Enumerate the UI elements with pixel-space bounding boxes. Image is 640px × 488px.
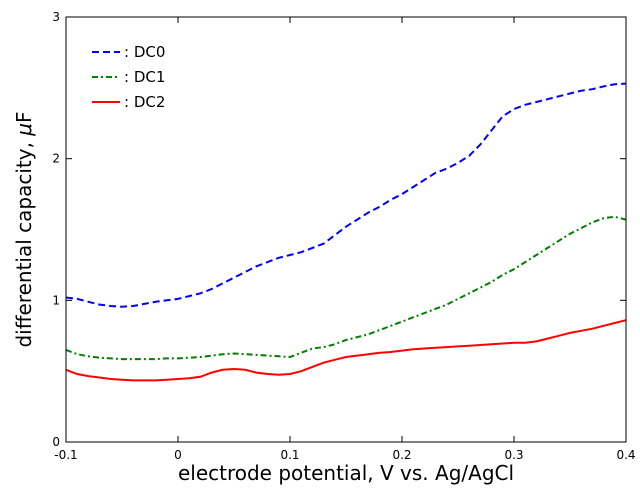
series-line-0 (65, 82, 627, 308)
legend-label-2: : DC2 (124, 93, 165, 111)
series-layer (65, 82, 627, 382)
y-tick-label: 2 (52, 152, 60, 166)
y-axis-title-mu: μ (12, 123, 36, 137)
x-tick-label: 0.4 (616, 448, 635, 462)
legend-label-0: : DC0 (124, 43, 165, 61)
y-tick-label: 3 (52, 10, 60, 24)
x-tick-label: -0.1 (54, 448, 77, 462)
y-axis-title: differential capacity, μF (12, 111, 36, 347)
legend-label-1: : DC1 (124, 68, 165, 86)
legend: : DC0 : DC1 : DC2 (92, 43, 165, 111)
x-tick-label: 0.1 (280, 448, 299, 462)
series-line-2 (65, 319, 627, 382)
x-tick-label: 0.2 (392, 448, 411, 462)
x-tick-label: 0 (174, 448, 182, 462)
y-tick-label: 1 (52, 293, 60, 307)
x-axis-title: electrode potential, V vs. Ag/AgCl (178, 461, 514, 485)
x-tick-label: 0.3 (504, 448, 523, 462)
plot-frame (65, 16, 627, 443)
y-tick-label: 0 (52, 435, 60, 449)
y-axis-title-text: differential capacity, (12, 136, 36, 348)
series-line-1 (65, 215, 627, 361)
y-axis-title-unit: F (12, 111, 36, 123)
